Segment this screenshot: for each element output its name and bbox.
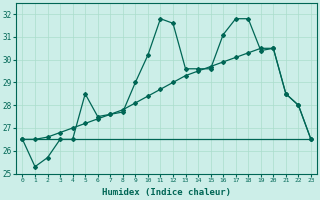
X-axis label: Humidex (Indice chaleur): Humidex (Indice chaleur) (102, 188, 231, 197)
